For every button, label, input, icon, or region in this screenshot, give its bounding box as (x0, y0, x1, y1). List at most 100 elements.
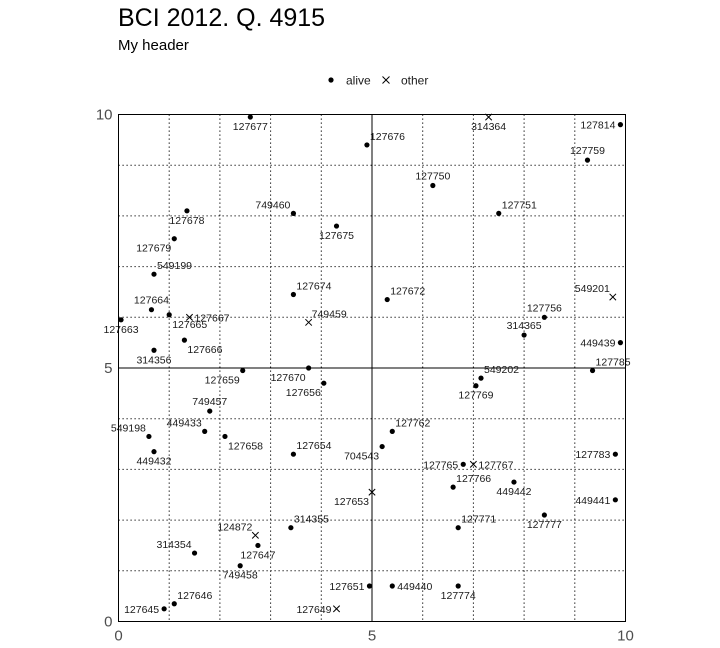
point-label-314356: 314356 (136, 354, 171, 366)
point-749459 (305, 318, 313, 326)
point-127654 (290, 451, 297, 457)
point-127762 (389, 428, 395, 434)
point-label-127678: 127678 (169, 215, 204, 227)
point-549201 (609, 293, 617, 301)
point-127785 (589, 367, 596, 374)
point-314356 (151, 347, 157, 353)
point-127658 (222, 433, 228, 440)
point-label-127674: 127674 (296, 280, 331, 292)
point-127651 (366, 583, 373, 589)
point-label-127645: 127645 (124, 604, 159, 616)
point-label-127676: 127676 (370, 131, 405, 143)
point-label-127814: 127814 (580, 120, 615, 132)
point-127777 (541, 512, 547, 518)
point-label-449433: 449433 (167, 417, 202, 429)
point-127672 (384, 296, 390, 303)
point-549202 (478, 375, 484, 381)
tick-labels: 0 5 10 0 5 10 (96, 107, 634, 645)
point-label-127759: 127759 (570, 145, 605, 157)
point-127663 (118, 317, 124, 323)
point-449439 (617, 340, 624, 346)
point-label-449439: 449439 (580, 338, 615, 350)
point-749458 (237, 563, 243, 569)
y-tick-label: 10 (96, 107, 113, 124)
point-127814 (617, 122, 624, 128)
point-label-449441: 449441 (575, 495, 610, 507)
point-label-127751: 127751 (502, 199, 537, 211)
grid (118, 114, 626, 622)
point-449440 (389, 583, 395, 589)
point-label-124872: 124872 (217, 521, 252, 533)
point-127769 (473, 383, 479, 389)
point-314354 (191, 550, 198, 556)
point-label-127769: 127769 (458, 390, 493, 402)
point-127645 (161, 606, 167, 612)
legend-alive-marker (328, 77, 334, 83)
point-127656 (321, 380, 327, 386)
point-label-127665: 127665 (172, 319, 207, 331)
point-label-127771: 127771 (461, 514, 496, 526)
x-tick-label: 10 (617, 628, 634, 645)
plot-border (118, 114, 626, 622)
point-449432 (151, 449, 157, 455)
point-label-449432: 449432 (136, 456, 171, 468)
point-label-127653: 127653 (334, 496, 369, 508)
point-label-127774: 127774 (441, 590, 476, 602)
point-124872 (251, 531, 259, 539)
points: 127677 314364 127814 127676 127759 127750 7494… (104, 113, 631, 616)
point-127677 (247, 114, 253, 120)
point-label-127664: 127664 (134, 295, 169, 307)
point-label-749459: 749459 (312, 308, 347, 320)
point-127653 (368, 488, 376, 496)
point-label-127762: 127762 (395, 417, 430, 429)
point-label-549201: 549201 (575, 283, 610, 295)
point-127675 (333, 223, 340, 229)
x-tick-label: 5 (368, 628, 376, 645)
point-314365 (521, 332, 527, 338)
point-127765 (460, 461, 466, 467)
x-tick-label: 0 (114, 628, 122, 645)
point-449441 (612, 497, 618, 503)
legend: alive other (328, 74, 428, 88)
point-label-127785: 127785 (596, 357, 631, 369)
point-127670 (306, 365, 312, 371)
point-label-314364: 314364 (471, 121, 506, 133)
point-label-127767: 127767 (478, 459, 513, 471)
point-label-127666: 127666 (187, 344, 222, 356)
point-label-549199: 549199 (157, 260, 192, 272)
point-label-127647: 127647 (240, 549, 275, 561)
point-127756 (541, 314, 547, 320)
point-314355 (288, 525, 294, 531)
point-label-127777: 127777 (527, 519, 562, 531)
point-127647 (255, 542, 261, 549)
point-749457 (207, 408, 213, 414)
point-label-127663: 127663 (104, 324, 139, 336)
y-tick-label: 5 (104, 360, 112, 377)
point-127676 (364, 142, 370, 148)
point-127678 (184, 208, 190, 214)
point-127667 (185, 313, 194, 321)
point-127679 (171, 236, 177, 242)
point-label-549198: 549198 (111, 422, 146, 434)
point-label-749457: 749457 (192, 396, 227, 408)
point-127659 (240, 367, 246, 374)
chart-subtitle: My header (118, 37, 189, 54)
point-label-449440: 449440 (397, 581, 432, 593)
point-label-127659: 127659 (205, 375, 240, 387)
point-label-314365: 314365 (507, 320, 542, 332)
legend-other-marker (382, 76, 390, 84)
point-127649 (332, 605, 341, 613)
point-label-449442: 449442 (496, 486, 531, 498)
point-127664 (148, 307, 155, 313)
point-label-127649: 127649 (296, 604, 331, 616)
point-label-314354: 314354 (157, 539, 192, 551)
point-549198 (146, 433, 152, 440)
legend-alive-label: alive (346, 74, 371, 88)
point-label-749458: 749458 (223, 570, 258, 582)
legend-other-label: other (401, 74, 428, 88)
point-449442 (511, 479, 517, 485)
point-127766 (450, 484, 456, 490)
point-127774 (455, 583, 461, 589)
point-label-749460: 749460 (255, 199, 290, 211)
